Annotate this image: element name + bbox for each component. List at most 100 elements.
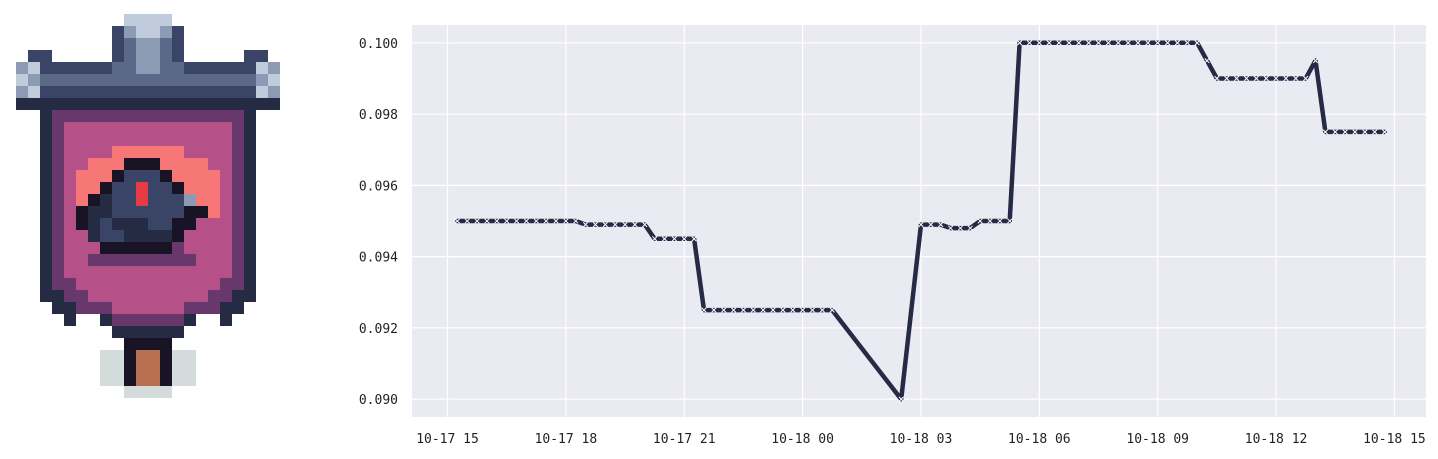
data-point-marker (1105, 40, 1112, 46)
x-tick-label: 10-18 00 (771, 432, 834, 447)
data-point-marker (563, 218, 569, 224)
data-point-marker (1007, 218, 1013, 224)
data-point-marker (582, 221, 589, 228)
data-point-marker (701, 307, 707, 313)
series-line (455, 40, 1387, 402)
x-tick-label: 10-18 09 (1126, 432, 1189, 447)
data-point-marker (1233, 75, 1240, 82)
data-point-marker (1204, 57, 1210, 64)
x-tick-labels: 10-17 15 10-17 18 10-17 21 10-18 00 10-18 03… (416, 432, 1426, 447)
data-point-marker (1362, 129, 1368, 135)
data-point-marker (1095, 40, 1102, 46)
data-point-marker (1036, 40, 1042, 46)
data-point-marker (780, 307, 786, 313)
data-point-marker (1312, 57, 1319, 64)
banner-emblem-logo (0, 0, 300, 455)
y-tick-label: 0.090 (359, 393, 398, 408)
y-tick-label: 0.096 (359, 179, 398, 194)
data-point-marker (484, 218, 490, 224)
y-tick-label: 0.092 (359, 322, 398, 337)
data-point-marker (721, 307, 727, 313)
data-point-marker (494, 218, 500, 224)
data-point-marker (691, 236, 697, 242)
data-point-marker (632, 221, 638, 228)
data-point-marker (1352, 129, 1358, 135)
data-point-marker (543, 218, 549, 224)
data-point-marker (661, 236, 668, 242)
x-tick-label: 10-17 21 (653, 432, 716, 447)
data-point-marker (1214, 75, 1220, 82)
data-point-marker (573, 218, 579, 224)
data-point-marker (622, 221, 628, 228)
data-point-marker (1026, 40, 1033, 46)
data-point-marker (1086, 40, 1092, 46)
data-point-marker (977, 218, 983, 224)
data-point-marker (967, 225, 973, 231)
data-point-marker (740, 307, 747, 313)
data-point-marker (681, 236, 687, 242)
data-point-marker (504, 218, 510, 224)
data-point-marker (612, 221, 618, 228)
data-point-marker (770, 307, 776, 313)
data-point-marker (947, 225, 954, 231)
data-point-marker (1125, 40, 1131, 46)
grid-lines (412, 25, 1426, 417)
data-point-marker (918, 221, 924, 228)
data-point-marker (464, 218, 470, 224)
x-tick-label: 10-17 15 (416, 432, 479, 447)
data-point-marker (1303, 75, 1309, 82)
data-point-marker (1243, 75, 1250, 82)
data-point-marker (1056, 40, 1062, 46)
data-point-marker (1164, 40, 1171, 46)
data-point-marker (1273, 75, 1279, 82)
x-tick-label: 10-18 12 (1245, 432, 1308, 447)
data-point-marker (1046, 40, 1052, 46)
data-point-marker (1263, 75, 1269, 82)
data-point-marker (1224, 75, 1230, 82)
data-point-marker (957, 225, 964, 231)
data-point-marker (1076, 40, 1082, 46)
data-point-marker (533, 218, 539, 224)
y-tick-label: 0.094 (359, 251, 398, 266)
data-point-marker (1135, 40, 1141, 46)
data-point-marker (553, 218, 559, 224)
data-point-marker (1066, 40, 1072, 46)
data-point-marker (928, 221, 934, 228)
data-point-marker (651, 236, 658, 242)
data-point-marker (1293, 75, 1299, 82)
data-point-marker (1372, 129, 1378, 135)
data-point-marker (938, 221, 944, 228)
data-point-marker (1145, 40, 1151, 46)
data-point-marker (523, 218, 530, 224)
data-point-marker (1381, 129, 1388, 135)
data-point-marker (809, 307, 816, 313)
data-point-marker (760, 307, 766, 313)
y-tick-labels: 0.090 0.092 0.094 0.096 0.098 0.100 (359, 37, 398, 408)
data-point-marker (1174, 40, 1181, 46)
data-point-marker (898, 396, 904, 402)
data-point-marker (819, 307, 825, 313)
data-point-marker (997, 218, 1003, 224)
data-point-marker (829, 307, 835, 313)
data-point-marker (474, 218, 480, 224)
x-tick-label: 10-18 03 (890, 432, 953, 447)
data-point-marker (730, 307, 737, 313)
data-point-marker (1184, 40, 1190, 46)
data-point-marker (592, 221, 599, 228)
data-point-marker (1342, 129, 1348, 135)
x-tick-label: 10-17 18 (535, 432, 598, 447)
data-point-marker (790, 307, 796, 313)
data-point-marker (454, 218, 461, 224)
data-point-marker (1016, 40, 1023, 46)
data-point-marker (711, 307, 717, 313)
data-point-marker (1115, 40, 1121, 46)
banner-emblem-icon (16, 14, 280, 398)
series-layer (454, 40, 1388, 402)
y-tick-label: 0.098 (359, 108, 398, 123)
data-point-marker (642, 221, 648, 228)
data-point-marker (602, 221, 608, 228)
x-tick-label: 10-18 06 (1008, 432, 1071, 447)
data-point-marker (750, 307, 756, 313)
data-point-marker (799, 307, 806, 313)
data-point-marker (671, 236, 678, 242)
